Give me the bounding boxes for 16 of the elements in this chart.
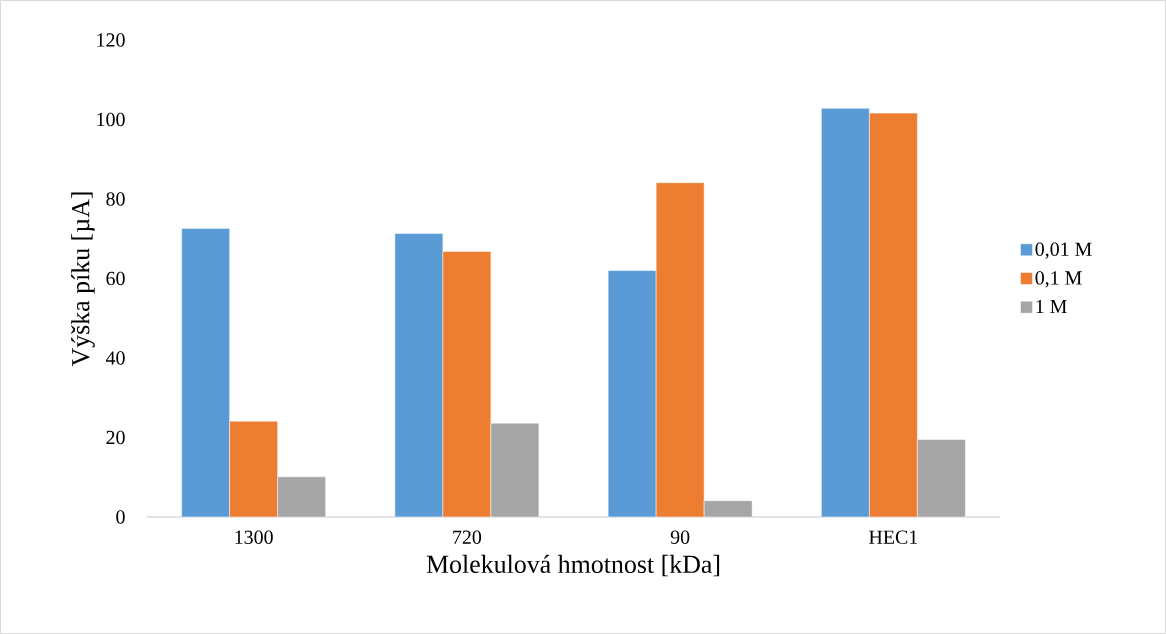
x-tick-label: 720 xyxy=(453,530,482,544)
y-tick-label: 40 xyxy=(105,351,125,365)
y-tick-label: 80 xyxy=(106,192,125,206)
y-tick-label: 20 xyxy=(106,430,125,445)
legend-label: 1 M xyxy=(1036,299,1067,314)
y-tick-label: 100 xyxy=(97,112,125,127)
legend-label: 0,01 M xyxy=(1035,242,1092,259)
x-axis-title: Molekulová hmotnost [kDa] xyxy=(426,554,720,577)
x-tick-label: 90 xyxy=(670,530,690,544)
legend-label: 0,1 M xyxy=(1035,271,1082,288)
x-tick-label: HEC1 xyxy=(869,530,918,544)
x-tick-label: 1300 xyxy=(235,530,273,544)
y-tick-label: 60 xyxy=(106,271,125,286)
y-axis-title: Výška píku [µA] xyxy=(71,192,95,367)
y-tick-label: 120 xyxy=(97,33,125,47)
y-tick-label: 0 xyxy=(116,510,125,524)
